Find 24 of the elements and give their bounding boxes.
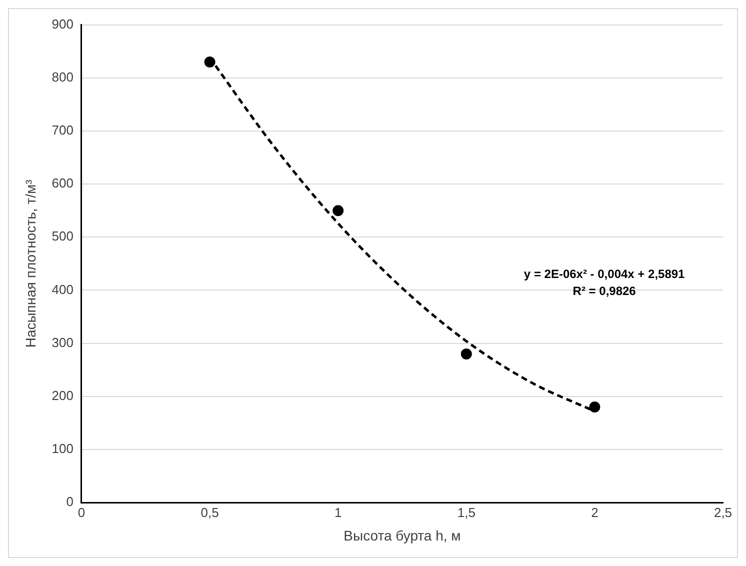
y-tick-label: 0	[66, 494, 74, 510]
x-axis-title: Высота бурта h, м	[344, 527, 461, 544]
y-tick-label: 700	[52, 122, 74, 138]
y-axis-title: Насыпная плотность, т/м³	[22, 179, 38, 348]
y-tick-label: 500	[52, 228, 74, 244]
point	[589, 402, 600, 413]
annotation: R² = 0,9826	[572, 284, 636, 298]
y-tick-label: 600	[52, 176, 74, 191]
point	[332, 205, 344, 216]
point	[204, 56, 216, 68]
y-tick-label: 800	[52, 69, 74, 84]
y-tick-label: 900	[52, 16, 74, 32]
y-tick-label: 400	[52, 282, 74, 297]
y-tick-label: 300	[52, 334, 74, 350]
x-tick-label: 1,5	[457, 504, 476, 520]
annotation: y = 2E-06x² - 0,004x + 2,5891	[524, 267, 686, 282]
x-tick-label: 2,5	[714, 504, 732, 520]
y-tick-label: 100	[52, 441, 74, 456]
x-tick-label: 1	[334, 504, 342, 520]
point	[460, 348, 472, 360]
x-tick-label: 2	[591, 504, 598, 520]
y-tick-label: 200	[52, 388, 74, 403]
x-tick-label: 0,5	[200, 504, 219, 520]
x-tick-label: 0	[78, 504, 86, 520]
